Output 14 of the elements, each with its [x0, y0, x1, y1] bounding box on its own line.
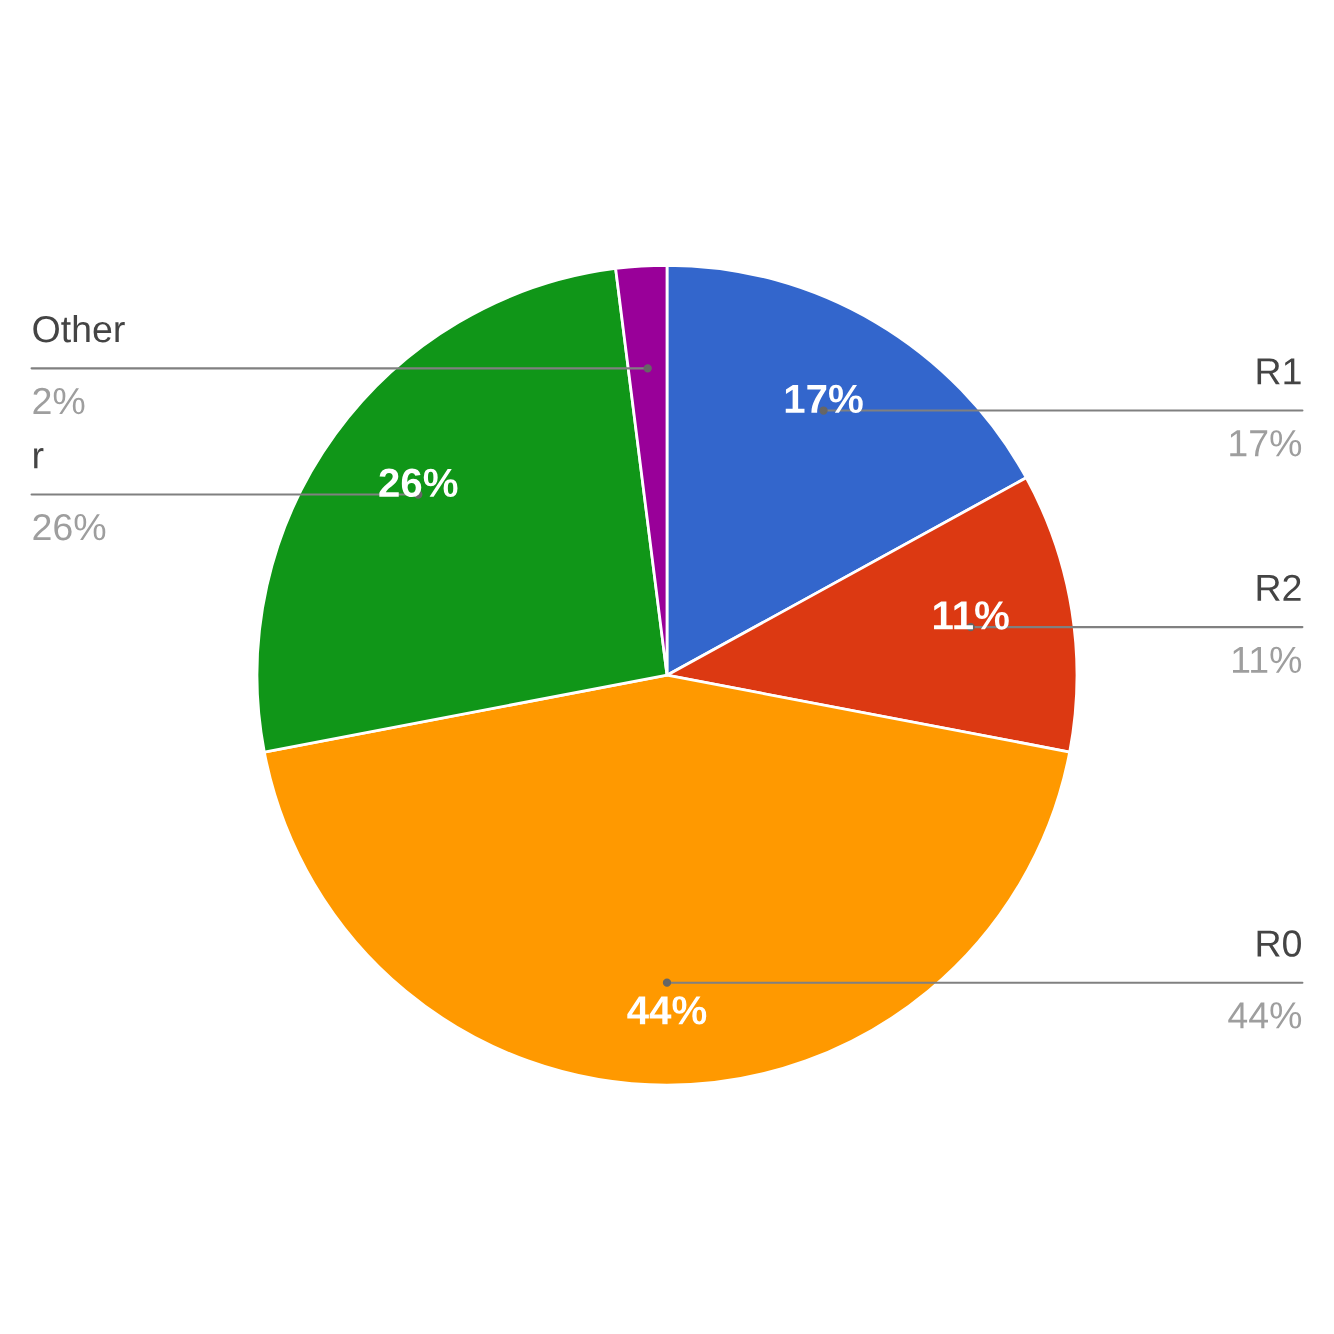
data-label: 17% [1230, 430, 1302, 457]
text: 11% [934, 601, 1009, 630]
slice-label: r [34, 448, 44, 469]
data-label: 2% [33, 387, 85, 415]
data-label: 26% [33, 513, 106, 541]
text: 17% [785, 384, 863, 414]
text: 44% [627, 996, 707, 1025]
slice-label: R1 [1257, 358, 1301, 385]
text: 26% [379, 468, 458, 498]
slice-label: R2 [1257, 574, 1301, 601]
slice-label: Other [33, 314, 125, 343]
data-label: 44% [1228, 1002, 1302, 1029]
data-label: 11% [1233, 646, 1302, 673]
slice-label: R0 [1257, 930, 1301, 957]
